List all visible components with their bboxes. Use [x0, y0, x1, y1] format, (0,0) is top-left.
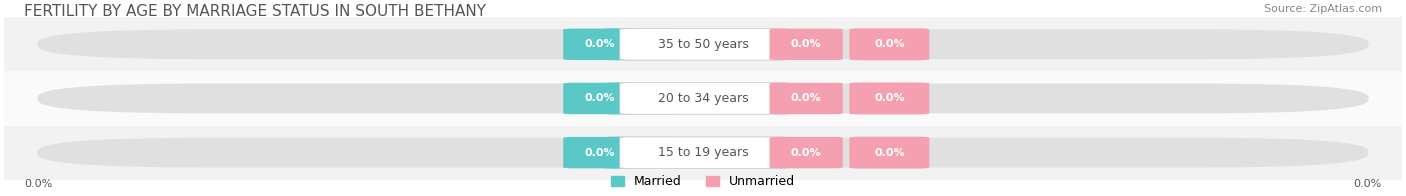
Text: 0.0%: 0.0%	[875, 39, 904, 49]
Text: 0.0%: 0.0%	[585, 39, 616, 49]
Text: FERTILITY BY AGE BY MARRIAGE STATUS IN SOUTH BETHANY: FERTILITY BY AGE BY MARRIAGE STATUS IN S…	[24, 4, 486, 19]
Text: 0.0%: 0.0%	[875, 148, 904, 158]
Text: Source: ZipAtlas.com: Source: ZipAtlas.com	[1264, 4, 1382, 14]
FancyBboxPatch shape	[616, 137, 790, 169]
FancyBboxPatch shape	[620, 137, 786, 168]
FancyBboxPatch shape	[38, 138, 1368, 168]
FancyBboxPatch shape	[769, 29, 842, 60]
Bar	[4, 71, 1402, 126]
Text: 0.0%: 0.0%	[585, 148, 616, 158]
FancyBboxPatch shape	[564, 83, 637, 114]
Bar	[4, 126, 1402, 180]
FancyBboxPatch shape	[620, 83, 786, 114]
Text: 0.0%: 0.0%	[790, 93, 821, 103]
Legend: Married, Unmarried: Married, Unmarried	[606, 171, 800, 193]
FancyBboxPatch shape	[603, 83, 683, 114]
Text: 20 to 34 years: 20 to 34 years	[658, 92, 748, 105]
Text: 0.0%: 0.0%	[628, 148, 658, 158]
Text: 35 to 50 years: 35 to 50 years	[658, 38, 748, 51]
FancyBboxPatch shape	[616, 28, 790, 60]
Text: 0.0%: 0.0%	[790, 39, 821, 49]
FancyBboxPatch shape	[769, 83, 842, 114]
Text: 0.0%: 0.0%	[1354, 180, 1382, 190]
Text: 20 to 34 years: 20 to 34 years	[658, 92, 748, 105]
Text: 15 to 19 years: 15 to 19 years	[658, 146, 748, 159]
FancyBboxPatch shape	[38, 29, 1368, 59]
FancyBboxPatch shape	[849, 28, 929, 60]
Text: 0.0%: 0.0%	[790, 148, 821, 158]
FancyBboxPatch shape	[603, 137, 683, 169]
Bar	[4, 17, 1402, 71]
FancyBboxPatch shape	[849, 83, 929, 114]
FancyBboxPatch shape	[603, 28, 683, 60]
Text: 0.0%: 0.0%	[628, 93, 658, 103]
Text: 0.0%: 0.0%	[628, 39, 658, 49]
FancyBboxPatch shape	[769, 137, 842, 168]
Text: 0.0%: 0.0%	[875, 93, 904, 103]
FancyBboxPatch shape	[38, 83, 1368, 113]
Text: 0.0%: 0.0%	[585, 93, 616, 103]
FancyBboxPatch shape	[849, 137, 929, 169]
Text: 0.0%: 0.0%	[24, 180, 52, 190]
FancyBboxPatch shape	[564, 29, 637, 60]
FancyBboxPatch shape	[620, 29, 786, 60]
Text: 15 to 19 years: 15 to 19 years	[658, 146, 748, 159]
FancyBboxPatch shape	[564, 137, 637, 168]
Text: 35 to 50 years: 35 to 50 years	[658, 38, 748, 51]
FancyBboxPatch shape	[616, 83, 790, 114]
